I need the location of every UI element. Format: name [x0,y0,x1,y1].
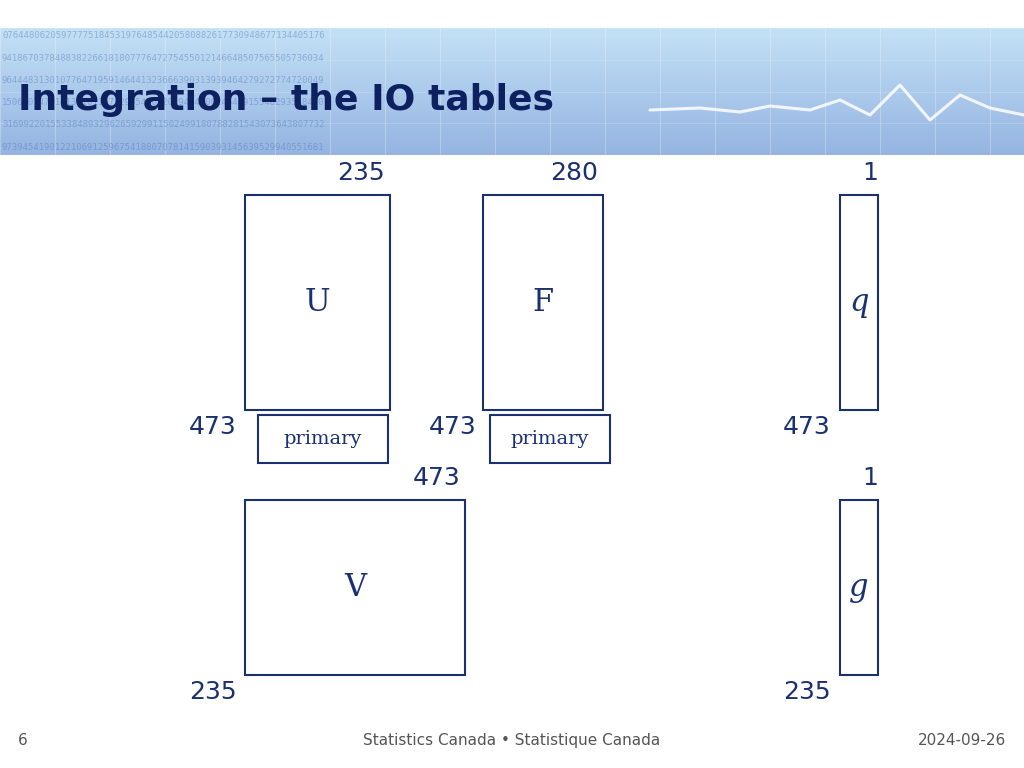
Bar [483,195,603,410]
Bar [245,500,465,675]
Bar [0,108,1024,111]
Bar [0,38,1024,41]
Text: 076448062059777751845319764854420580882617730948677134405176: 0764480620597777518453197648544205808826… [2,31,325,41]
Text: 235: 235 [189,680,237,704]
Text: 473: 473 [428,415,476,439]
Bar [0,28,1024,31]
Bar [0,117,1024,120]
Bar [0,54,1024,57]
Bar [0,114,1024,117]
Text: 150660747014136161157129954365201944470024644915548293558420: 1506607470141361611571299543652019444700… [2,98,325,107]
Text: Statistics Canada • Statistique Canada: Statistics Canada • Statistique Canada [364,733,660,748]
Text: 964448313010776471959146441323666390313939464279272774720049: 9644483130107764719591464413236663903139… [2,76,325,85]
Bar [0,98,1024,101]
Text: V: V [344,572,366,603]
Text: primary: primary [511,430,589,448]
Bar [0,101,1024,104]
Text: 941867037848838226618180777647275455012146648507565505736034: 9418670378488382266181807776472754550121… [2,54,325,63]
Bar [0,136,1024,139]
Bar [0,82,1024,85]
Text: U: U [305,287,331,318]
Text: 235: 235 [337,161,385,185]
Bar [0,63,1024,66]
Bar [0,88,1024,91]
Bar [0,85,1024,88]
Bar [0,91,1024,94]
Bar [840,195,878,410]
Text: 473: 473 [189,415,237,439]
Bar [0,149,1024,152]
Bar [0,123,1024,127]
Text: 973945419012210691259675418807078141590393145639529940551681: 9739454190122106912596754188070781415903… [2,143,325,151]
Bar [0,120,1024,123]
Bar [0,57,1024,60]
Bar [0,145,1024,149]
Text: 235: 235 [783,680,831,704]
Bar [0,66,1024,69]
Bar [258,415,388,463]
Bar [0,41,1024,44]
Bar [0,130,1024,133]
Bar [0,79,1024,82]
Text: 1: 1 [862,161,878,185]
Bar [0,127,1024,130]
Bar [0,75,1024,79]
Bar [0,60,1024,63]
Text: Integration – the IO tables: Integration – the IO tables [18,83,554,117]
Bar [0,139,1024,142]
Bar [0,104,1024,108]
Bar [245,195,390,410]
Bar [0,111,1024,114]
Text: F: F [532,287,554,318]
Bar [840,500,878,675]
Bar [0,50,1024,54]
Text: 316992201553384893296265929911502499180788281543073643807732: 3169922015533848932962659299115024991807… [2,121,325,129]
Bar [490,415,610,463]
Text: 473: 473 [783,415,831,439]
Text: 473: 473 [413,466,460,490]
Bar [0,94,1024,98]
Bar [0,35,1024,38]
Bar [0,44,1024,47]
Text: q: q [849,287,868,318]
Text: g: g [849,572,868,603]
Text: 2024-09-26: 2024-09-26 [918,733,1006,748]
Bar [0,47,1024,50]
Text: primary: primary [284,430,362,448]
Bar [0,152,1024,155]
Bar [0,72,1024,75]
Bar [0,31,1024,35]
Text: 280: 280 [550,161,598,185]
Text: 6: 6 [18,733,28,748]
Bar [0,69,1024,72]
Bar [0,142,1024,145]
Text: 1: 1 [862,466,878,490]
Bar [0,133,1024,136]
